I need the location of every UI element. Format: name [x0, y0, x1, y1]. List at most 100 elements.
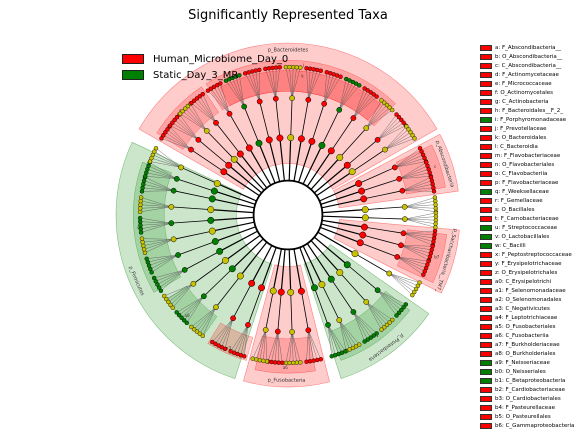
- leaf-branch: [217, 85, 230, 114]
- leaf-node: [181, 318, 187, 323]
- leaf-branch: [308, 330, 321, 360]
- leaf-node: [280, 360, 285, 366]
- tree-branch: [351, 149, 386, 173]
- leaf-branch: [232, 77, 245, 107]
- leaf-branch: [402, 177, 432, 191]
- tree-branch: [317, 231, 356, 255]
- tree-branch: [225, 234, 261, 261]
- clade-legend-swatch: [480, 269, 492, 276]
- clade-legend-swatch: [480, 359, 492, 366]
- leaf-branch: [263, 329, 266, 361]
- leaf-branch: [144, 239, 174, 253]
- tree-branch: [210, 209, 254, 214]
- leaf-node: [184, 320, 189, 326]
- clade-legend-label: b5: O_Pasteurellales: [495, 413, 551, 420]
- clade-legend-label: u: F_Streptococcaceae: [495, 224, 558, 231]
- clade-node: [402, 216, 408, 222]
- clade-legend-swatch: [480, 161, 492, 168]
- leaf-branch: [323, 73, 331, 104]
- leaf-node: [276, 360, 281, 365]
- tree-branch: [190, 149, 225, 173]
- clade-legend-swatch: [480, 179, 492, 186]
- leaf-node: [194, 96, 200, 101]
- clade-node: [327, 275, 335, 283]
- clade-node: [398, 242, 404, 249]
- clade-node: [360, 223, 368, 231]
- leaf-node: [318, 68, 323, 73]
- leaf-branch: [389, 273, 418, 286]
- leaf-branch: [402, 184, 433, 191]
- tree-branch: [330, 117, 354, 152]
- clade-legend-label: j: F_Prevotellaceae: [495, 125, 547, 132]
- leaf-branch: [145, 176, 177, 180]
- clade-legend-label: p: F_Flavobacteriaceae: [495, 179, 559, 186]
- clade-node: [396, 176, 403, 182]
- leaf-branch: [168, 283, 194, 303]
- clade-node: [382, 146, 388, 153]
- tree-branch: [239, 241, 268, 277]
- leaf-branch: [327, 324, 339, 355]
- clade-node: [168, 203, 175, 210]
- clade-node: [241, 103, 248, 110]
- tree-branch: [322, 215, 366, 219]
- clade-legend-swatch: [480, 323, 492, 330]
- leaf-node: [433, 206, 438, 211]
- tree-branch: [177, 241, 216, 256]
- leaf-branch: [230, 324, 249, 352]
- leaf-branch: [140, 222, 172, 226]
- leaf-branch: [149, 162, 177, 180]
- clade-node: [225, 161, 233, 169]
- clade-node: [230, 155, 238, 163]
- tree-branch: [314, 287, 329, 326]
- clade-node: [168, 220, 175, 227]
- phylum-label: p_Bacteroidetes: [268, 47, 309, 53]
- leaf-branch: [167, 129, 192, 150]
- clade-node: [297, 135, 305, 143]
- clade-legend-swatch: [480, 296, 492, 303]
- leaf-branch: [366, 107, 390, 129]
- leaf-node: [382, 325, 387, 330]
- clade-legend-item: e: F_Micrococcaceae: [480, 79, 576, 88]
- clade-legend-swatch: [480, 170, 492, 177]
- clade-node: [394, 254, 401, 260]
- clade-legend-item: p: F_Flavobacteriaceae: [480, 178, 576, 187]
- leaf-branch: [176, 296, 204, 313]
- leaf-node: [264, 359, 270, 364]
- leaf-branch: [394, 151, 422, 168]
- leaf-node: [384, 102, 390, 108]
- leaf-node: [183, 106, 188, 111]
- leaf-node: [387, 105, 392, 110]
- leaf-node: [185, 103, 191, 109]
- clade-legend-item: k: O_Bacteroidales: [480, 133, 576, 142]
- clade-legend-label: a4: F_Leptotrichiaceae: [495, 314, 558, 321]
- tree-branch: [259, 101, 270, 140]
- leaf-node: [374, 94, 379, 99]
- leaf-branch: [225, 80, 245, 107]
- clade-node: [311, 284, 318, 292]
- leaf-node: [390, 107, 395, 113]
- leaf-node: [371, 92, 376, 97]
- leaf-branch: [339, 78, 347, 110]
- leaf-node: [338, 74, 343, 79]
- leaf-branch: [308, 70, 321, 100]
- clade-node: [262, 326, 269, 333]
- tree-branch: [247, 287, 262, 326]
- leaf-node: [197, 94, 203, 99]
- clade-legend-label: n: O_Flavobacteriales: [495, 161, 555, 168]
- leaf-node: [365, 88, 370, 93]
- leaf-branch: [179, 114, 199, 140]
- clade-node: [277, 288, 285, 296]
- leaf-branch: [306, 330, 309, 362]
- leaf-node: [176, 312, 182, 318]
- leaf-node: [410, 292, 415, 298]
- leaf-node: [200, 91, 205, 97]
- leaf-node: [401, 305, 406, 310]
- tree-branch: [365, 206, 405, 210]
- clade-legend-swatch: [480, 233, 492, 240]
- leaf-branch: [183, 296, 205, 321]
- leaf-branch: [404, 204, 436, 208]
- leaf-node: [167, 123, 173, 128]
- leaf-branch: [285, 331, 293, 363]
- tree-branch: [180, 167, 218, 184]
- clade-legend-swatch: [480, 134, 492, 141]
